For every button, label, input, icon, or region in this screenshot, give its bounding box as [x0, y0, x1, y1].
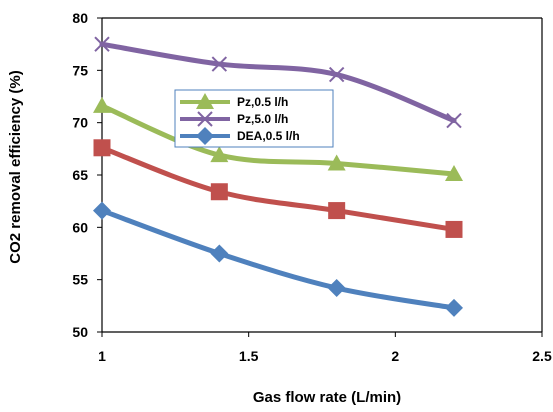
- legend-entry: Pz,5.0 l/h: [180, 111, 288, 127]
- data-point: [210, 183, 228, 201]
- legend-entry: DEA,0.5 l/h: [180, 127, 300, 145]
- x-tick-label: 2.5: [532, 348, 552, 364]
- legend-swatch-marker: [196, 127, 214, 145]
- y-tick-label: 65: [72, 167, 88, 183]
- data-point: [210, 146, 229, 163]
- x-tick-label: 1.5: [239, 348, 259, 364]
- legend-swatch-marker: [197, 111, 213, 127]
- y-tick-label: 60: [72, 219, 88, 235]
- legend-label: DEA,0.5 l/h: [237, 129, 300, 143]
- data-point: [445, 220, 463, 238]
- series-line: [99, 41, 457, 124]
- data-point: [93, 201, 111, 220]
- data-point: [210, 244, 229, 263]
- x-marker-stroke: [197, 111, 213, 127]
- legend-label: Pz,5.0 l/h: [237, 112, 288, 126]
- legend-swatch-marker: [196, 93, 214, 109]
- data-point: [93, 139, 111, 157]
- legend-label: Pz,0.5 l/h: [237, 95, 288, 109]
- series-line: [99, 103, 457, 177]
- data-point: [93, 96, 111, 113]
- x-marker-stroke: [446, 112, 462, 129]
- data-point: [94, 36, 110, 52]
- data-point: [327, 154, 346, 171]
- y-tick-label: 70: [72, 115, 88, 131]
- series-pz-0-5-l-h: [93, 96, 463, 181]
- y-tick-label: 75: [72, 62, 88, 78]
- x-axis-title: Gas flow rate (L/min): [253, 389, 401, 406]
- data-point: [211, 56, 228, 72]
- data-point: [327, 279, 346, 298]
- series-pz-5-0-l-h: [94, 36, 462, 129]
- ticks: 50 55 60 65 70 75 80 1 1.5 2 2.5: [72, 10, 552, 364]
- series-line: [99, 145, 457, 232]
- data-point: [328, 202, 346, 220]
- data-point: [445, 298, 463, 317]
- series-line: [99, 208, 457, 311]
- legend: Pz,0.5 l/h Pz,5.0 l/h DEA,0.5 l/h: [174, 89, 334, 148]
- series-group: [93, 36, 463, 317]
- series-dea-0-5-l-h: [93, 201, 463, 317]
- y-tick-label: 50: [72, 324, 88, 340]
- x-tick-label: 1: [98, 348, 106, 364]
- legend-entry: Pz,0.5 l/h: [180, 93, 288, 109]
- x-marker-stroke: [94, 36, 110, 52]
- x-marker-stroke: [211, 56, 228, 72]
- y-axis-title: CO2 removal efficiency (%): [7, 70, 24, 263]
- data-point: [445, 164, 463, 181]
- y-tick-label: 55: [72, 272, 88, 288]
- series-unlabeled-2: [93, 139, 463, 238]
- data-point: [328, 66, 345, 83]
- y-tick-label: 80: [72, 10, 88, 26]
- x-marker-stroke: [328, 66, 345, 83]
- data-point: [446, 112, 462, 129]
- x-tick-label: 2: [391, 348, 399, 364]
